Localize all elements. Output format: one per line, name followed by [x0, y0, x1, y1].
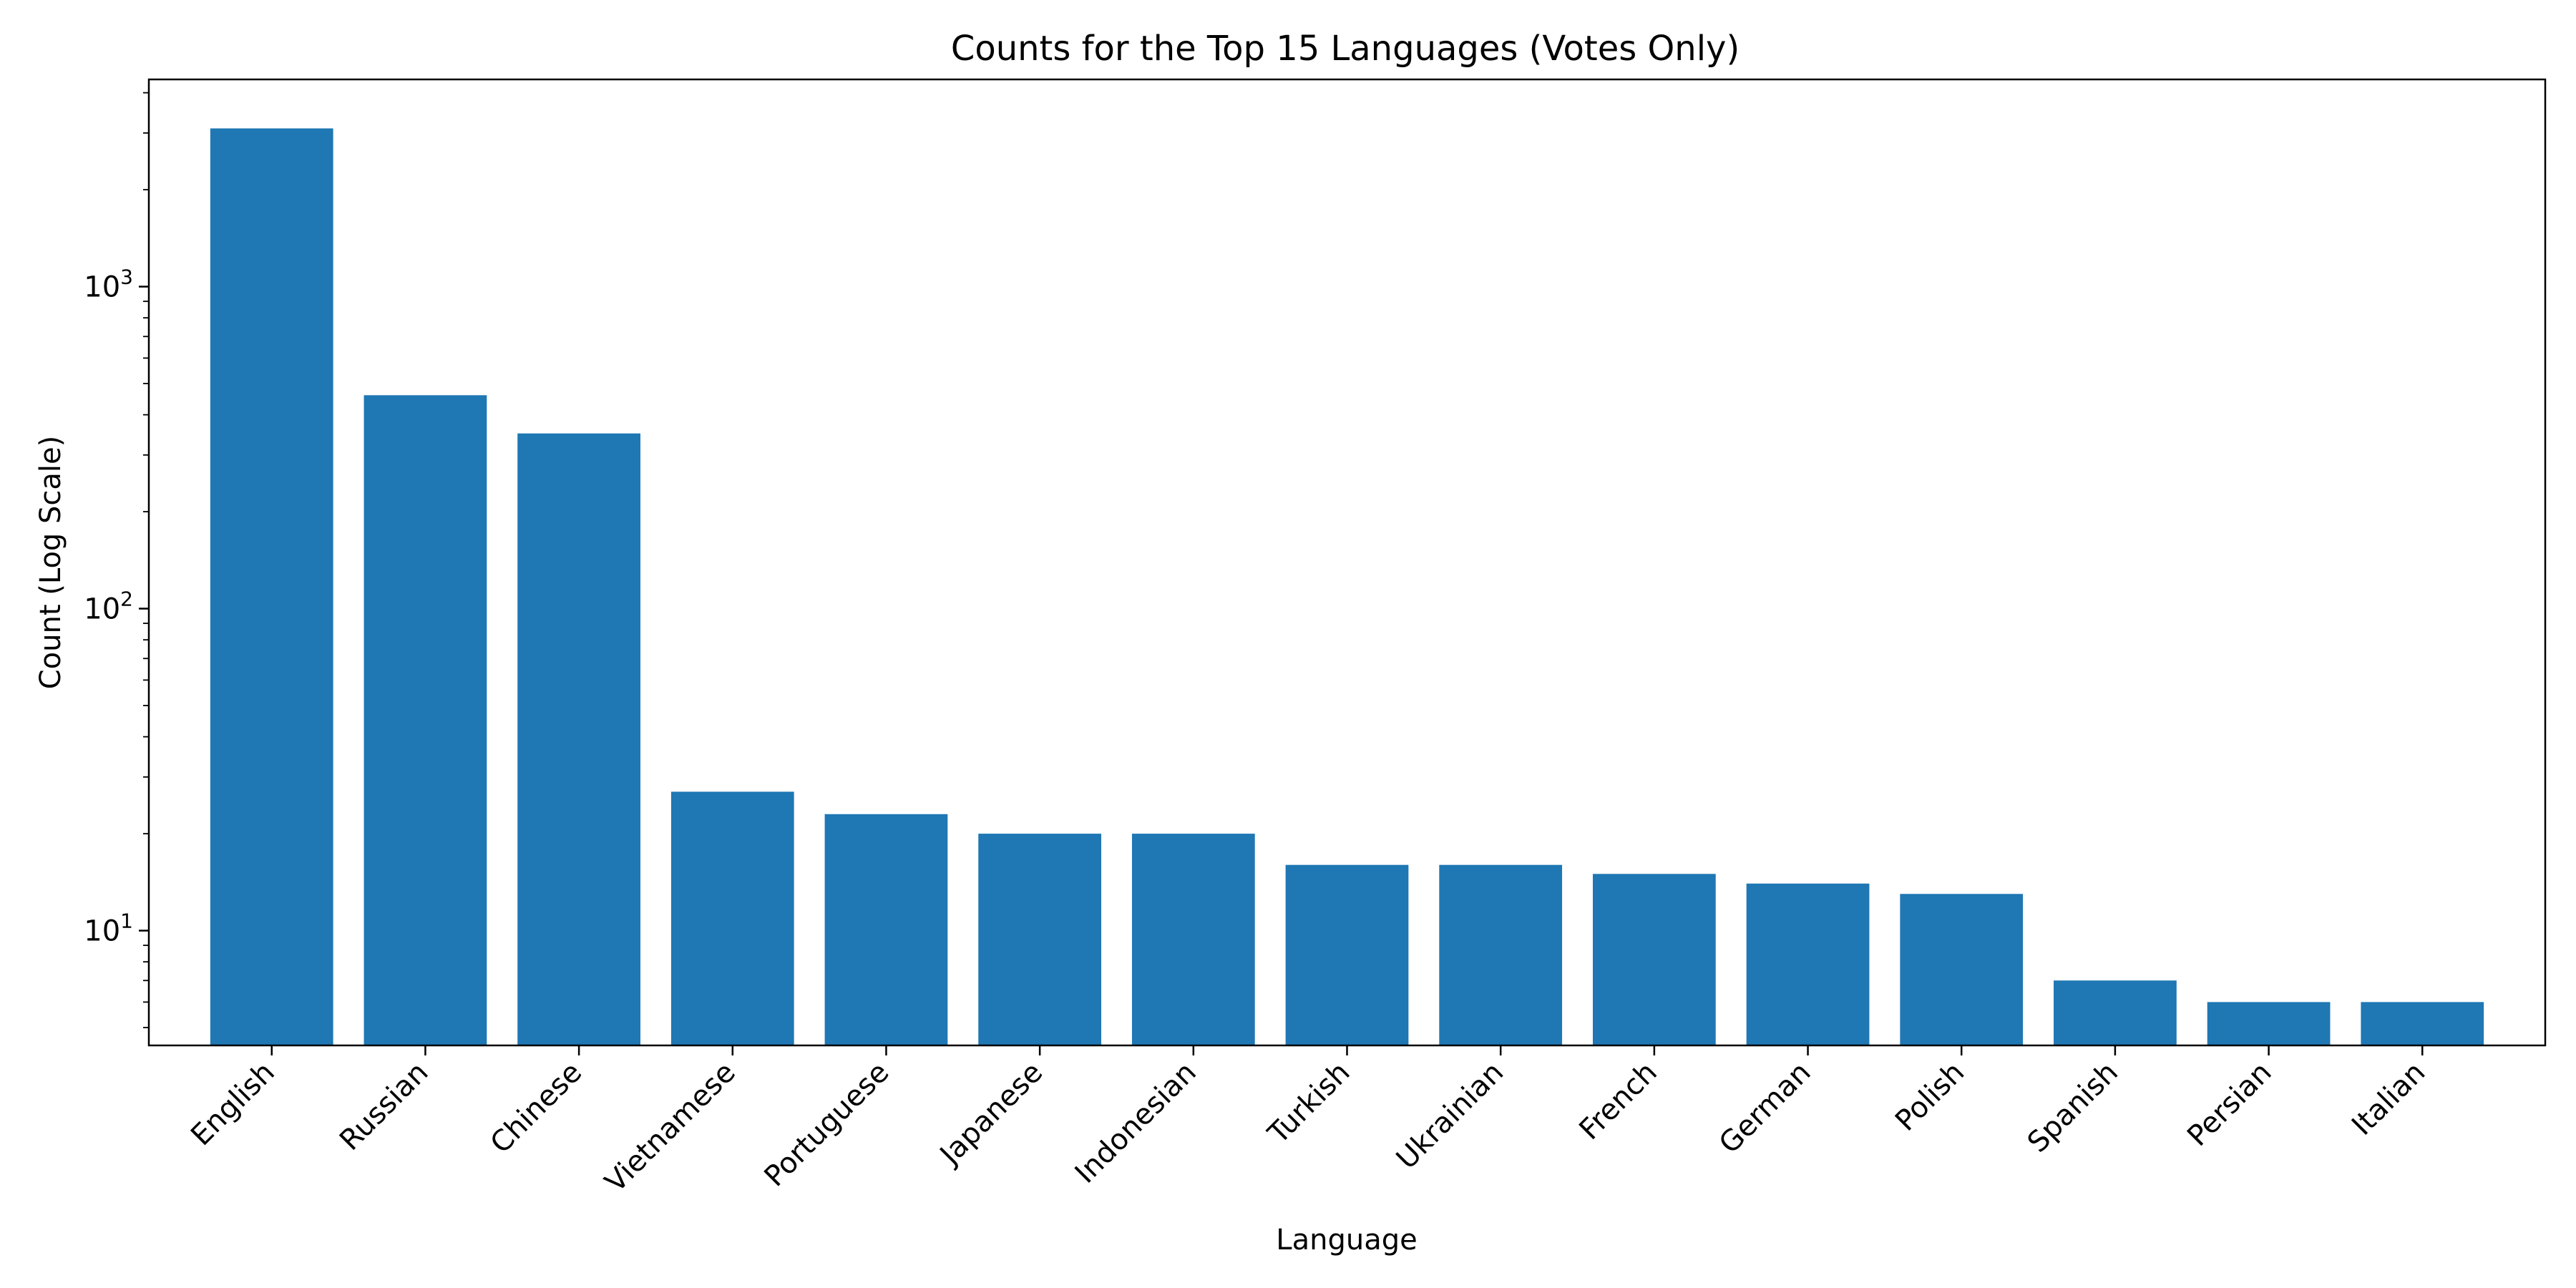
- plot-frame: [147, 78, 2547, 1047]
- x-tick-label-spanish: Spanish: [2021, 1056, 2124, 1159]
- bar-japanese: [978, 834, 1102, 1045]
- x-tick-label-turkish: Turkish: [1262, 1056, 1357, 1151]
- bar-portuguese: [824, 814, 948, 1045]
- x-tick-label-english: English: [185, 1056, 281, 1153]
- bar-russian: [364, 395, 487, 1045]
- bar-persian: [2207, 1002, 2331, 1045]
- chart-title: Counts for the Top 15 Languages (Votes O…: [951, 29, 1740, 69]
- x-tick-label-polish: Polish: [1889, 1056, 1971, 1138]
- x-tick-label-persian: Persian: [2181, 1056, 2278, 1153]
- x-tick-label-russian: Russian: [333, 1056, 434, 1157]
- x-tick-label-italian: Italian: [2346, 1056, 2431, 1142]
- bar-indonesian: [1131, 834, 1255, 1045]
- x-tick-label-french: French: [1573, 1056, 1664, 1147]
- y-tick-label: 103: [84, 265, 133, 304]
- y-tick-label: 101: [84, 909, 133, 948]
- bar-french: [1592, 874, 1716, 1045]
- x-axis: English Russian Chinese Vietnamese Portugues…: [185, 1045, 2431, 1199]
- y-axis: 101 102 103: [84, 92, 149, 1028]
- bars-group: [210, 128, 2484, 1046]
- bar-turkish: [1285, 864, 1409, 1045]
- x-tick-label-ukrainian: Ukrainian: [1390, 1056, 1510, 1176]
- bar-italian: [2361, 1002, 2484, 1045]
- x-tick-label-portuguese: Portuguese: [758, 1056, 896, 1194]
- x-tick-label-chinese: Chinese: [484, 1056, 589, 1161]
- bar-vietnamese: [670, 791, 794, 1045]
- bar-ukrainian: [1439, 864, 1563, 1045]
- bar-german: [1746, 883, 1870, 1045]
- x-tick-label-vietnamese: Vietnamese: [599, 1056, 742, 1199]
- bar-polish: [1900, 894, 2024, 1045]
- x-tick-label-german: German: [1713, 1056, 1818, 1161]
- bar-spanish: [2054, 980, 2177, 1045]
- x-axis-label: Language: [1276, 1224, 1417, 1257]
- x-tick-label-japanese: Japanese: [932, 1056, 1049, 1173]
- y-tick-label: 102: [84, 587, 133, 626]
- x-tick-label-indonesian: Indonesian: [1069, 1056, 1203, 1190]
- y-axis-label: Count (Log Scale): [34, 436, 67, 690]
- bar-chinese: [517, 433, 640, 1045]
- bar-english: [210, 128, 333, 1046]
